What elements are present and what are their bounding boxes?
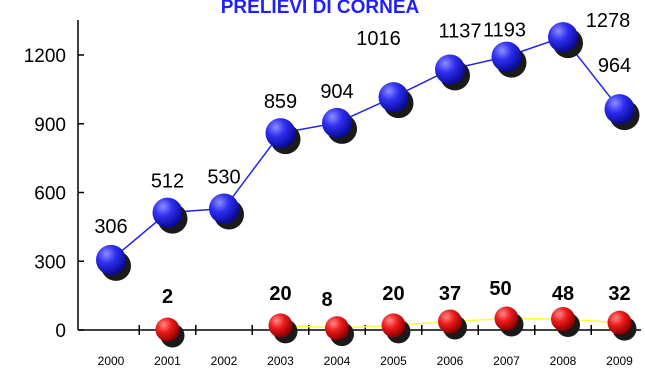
axes: 0 300 600 900 1200 2000 2001 2002 2003 2004 2005 20… — [24, 20, 641, 368]
x-tick-label: 2002 — [211, 354, 238, 368]
chart-title: PRELIEVI DI CORNEA — [221, 0, 420, 18]
y-tick-label: 900 — [34, 115, 66, 136]
y-tick-label: 600 — [34, 184, 66, 205]
series-2-point — [325, 316, 349, 341]
series-1-point — [491, 41, 522, 72]
series-1-data-label: 530 — [207, 167, 240, 189]
x-tick-label: 2004 — [324, 354, 351, 368]
series-2-point — [381, 313, 406, 338]
series-1-point — [435, 54, 465, 85]
x-tick-label: 2008 — [550, 354, 577, 368]
series-1-point — [322, 107, 352, 138]
series-2-data-label: 37 — [439, 283, 461, 305]
x-tick-label: 2003 — [267, 354, 294, 368]
series-1-point — [604, 94, 635, 125]
y-tick-label: 300 — [34, 252, 66, 273]
series-1-data-label: 1278 — [586, 10, 631, 32]
series-1-data-label: 1193 — [483, 20, 526, 42]
series-2-data-label: 48 — [552, 283, 574, 305]
series-1-data-label: 1016 — [356, 28, 401, 50]
series-2-point — [551, 307, 575, 331]
series-2-data-label: 20 — [382, 283, 404, 305]
series-2-point — [438, 309, 462, 334]
series-1-point — [209, 193, 239, 224]
series-2-point — [268, 313, 293, 338]
x-tick-label: 2000 — [98, 354, 125, 368]
chart-marks: 306 512 530 859 904 1016 1137 1193 1278 964 2 20 8 20… — [94, 10, 640, 348]
series-1-data-label: 1137 — [438, 20, 481, 42]
x-tick-label: 2009 — [606, 354, 633, 368]
x-tick-label: 2005 — [380, 354, 407, 368]
series-1-data-label: 859 — [264, 91, 297, 113]
series-2-point — [155, 317, 180, 342]
series-1-point — [265, 118, 296, 149]
series-1-point — [548, 22, 578, 53]
x-tick-label: 2007 — [493, 354, 520, 368]
series-1-data-label: 306 — [94, 216, 127, 238]
series-1-line — [110, 36, 621, 261]
series-1-point — [378, 82, 409, 113]
series-2-point — [494, 306, 519, 331]
series-2-data-label: 20 — [269, 283, 291, 305]
series-1-data-label: 964 — [598, 55, 631, 77]
series-2-data-label: 2 — [162, 286, 173, 308]
x-tick-label: 2006 — [437, 354, 464, 368]
series-2-data-label: 8 — [321, 289, 332, 311]
y-tick-label: 1200 — [24, 46, 66, 67]
series-2-data-label: 32 — [608, 283, 630, 305]
series-1-point — [96, 244, 126, 275]
series-2-data-label: 50 — [489, 278, 511, 300]
series-1-data-label: 904 — [320, 81, 353, 103]
series-1-data-label: 512 — [151, 171, 184, 193]
series-1-point — [152, 197, 183, 228]
series-2-point — [607, 310, 632, 335]
y-tick-label: 0 — [55, 321, 66, 342]
x-tick-label: 2001 — [154, 354, 181, 368]
